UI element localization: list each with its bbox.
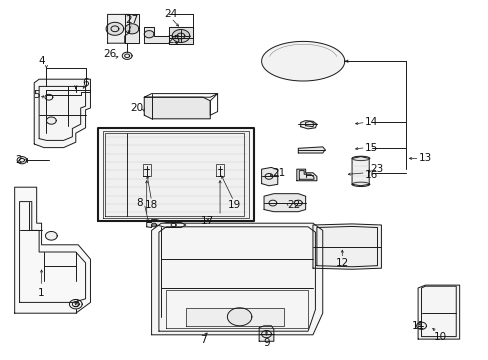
Text: 17: 17 <box>201 216 214 226</box>
Text: 14: 14 <box>364 117 378 127</box>
Text: 20: 20 <box>130 103 143 113</box>
Text: 22: 22 <box>286 200 300 210</box>
Text: 2: 2 <box>15 155 22 165</box>
Text: 25: 25 <box>166 35 180 45</box>
Polygon shape <box>168 27 193 44</box>
Polygon shape <box>296 169 316 181</box>
Polygon shape <box>300 121 316 129</box>
Polygon shape <box>185 308 283 326</box>
Polygon shape <box>45 231 57 240</box>
Polygon shape <box>227 308 251 326</box>
Polygon shape <box>351 156 369 161</box>
Polygon shape <box>261 41 344 81</box>
Text: 8: 8 <box>136 198 142 208</box>
Polygon shape <box>416 322 426 329</box>
Polygon shape <box>46 117 56 124</box>
Text: 18: 18 <box>144 200 158 210</box>
Text: 23: 23 <box>369 164 383 174</box>
Polygon shape <box>124 14 139 43</box>
Polygon shape <box>261 167 277 186</box>
Text: 12: 12 <box>335 258 348 268</box>
Text: 10: 10 <box>433 332 446 342</box>
Text: 24: 24 <box>164 9 178 19</box>
Polygon shape <box>264 194 305 212</box>
Polygon shape <box>144 31 154 38</box>
Polygon shape <box>102 131 249 218</box>
Polygon shape <box>172 30 189 42</box>
Polygon shape <box>298 147 325 153</box>
Text: 6: 6 <box>82 78 89 88</box>
Polygon shape <box>46 90 90 97</box>
Text: 27: 27 <box>125 15 139 25</box>
Polygon shape <box>417 285 459 339</box>
Polygon shape <box>34 79 90 148</box>
Polygon shape <box>144 97 210 119</box>
Polygon shape <box>69 300 82 309</box>
Polygon shape <box>17 157 27 164</box>
Polygon shape <box>122 52 132 59</box>
Polygon shape <box>351 157 368 186</box>
Polygon shape <box>351 182 369 186</box>
Polygon shape <box>144 27 168 43</box>
Polygon shape <box>151 223 322 335</box>
Text: 21: 21 <box>271 168 285 178</box>
Text: 16: 16 <box>364 170 378 180</box>
Text: 7: 7 <box>199 335 206 345</box>
Text: 11: 11 <box>410 321 424 331</box>
Text: 26: 26 <box>103 49 117 59</box>
Text: 15: 15 <box>364 143 378 153</box>
Polygon shape <box>125 24 139 34</box>
Polygon shape <box>106 22 123 35</box>
Polygon shape <box>45 94 53 100</box>
Text: 19: 19 <box>227 200 241 210</box>
Text: 1: 1 <box>38 288 45 298</box>
Text: 13: 13 <box>418 153 431 163</box>
Polygon shape <box>15 187 90 313</box>
Text: 4: 4 <box>38 56 45 66</box>
Text: 5: 5 <box>33 90 40 100</box>
Text: 9: 9 <box>263 338 269 348</box>
Polygon shape <box>107 14 129 43</box>
Polygon shape <box>146 220 185 228</box>
Polygon shape <box>312 224 381 269</box>
Polygon shape <box>259 326 273 341</box>
Polygon shape <box>98 128 254 221</box>
Text: 3: 3 <box>72 299 79 309</box>
